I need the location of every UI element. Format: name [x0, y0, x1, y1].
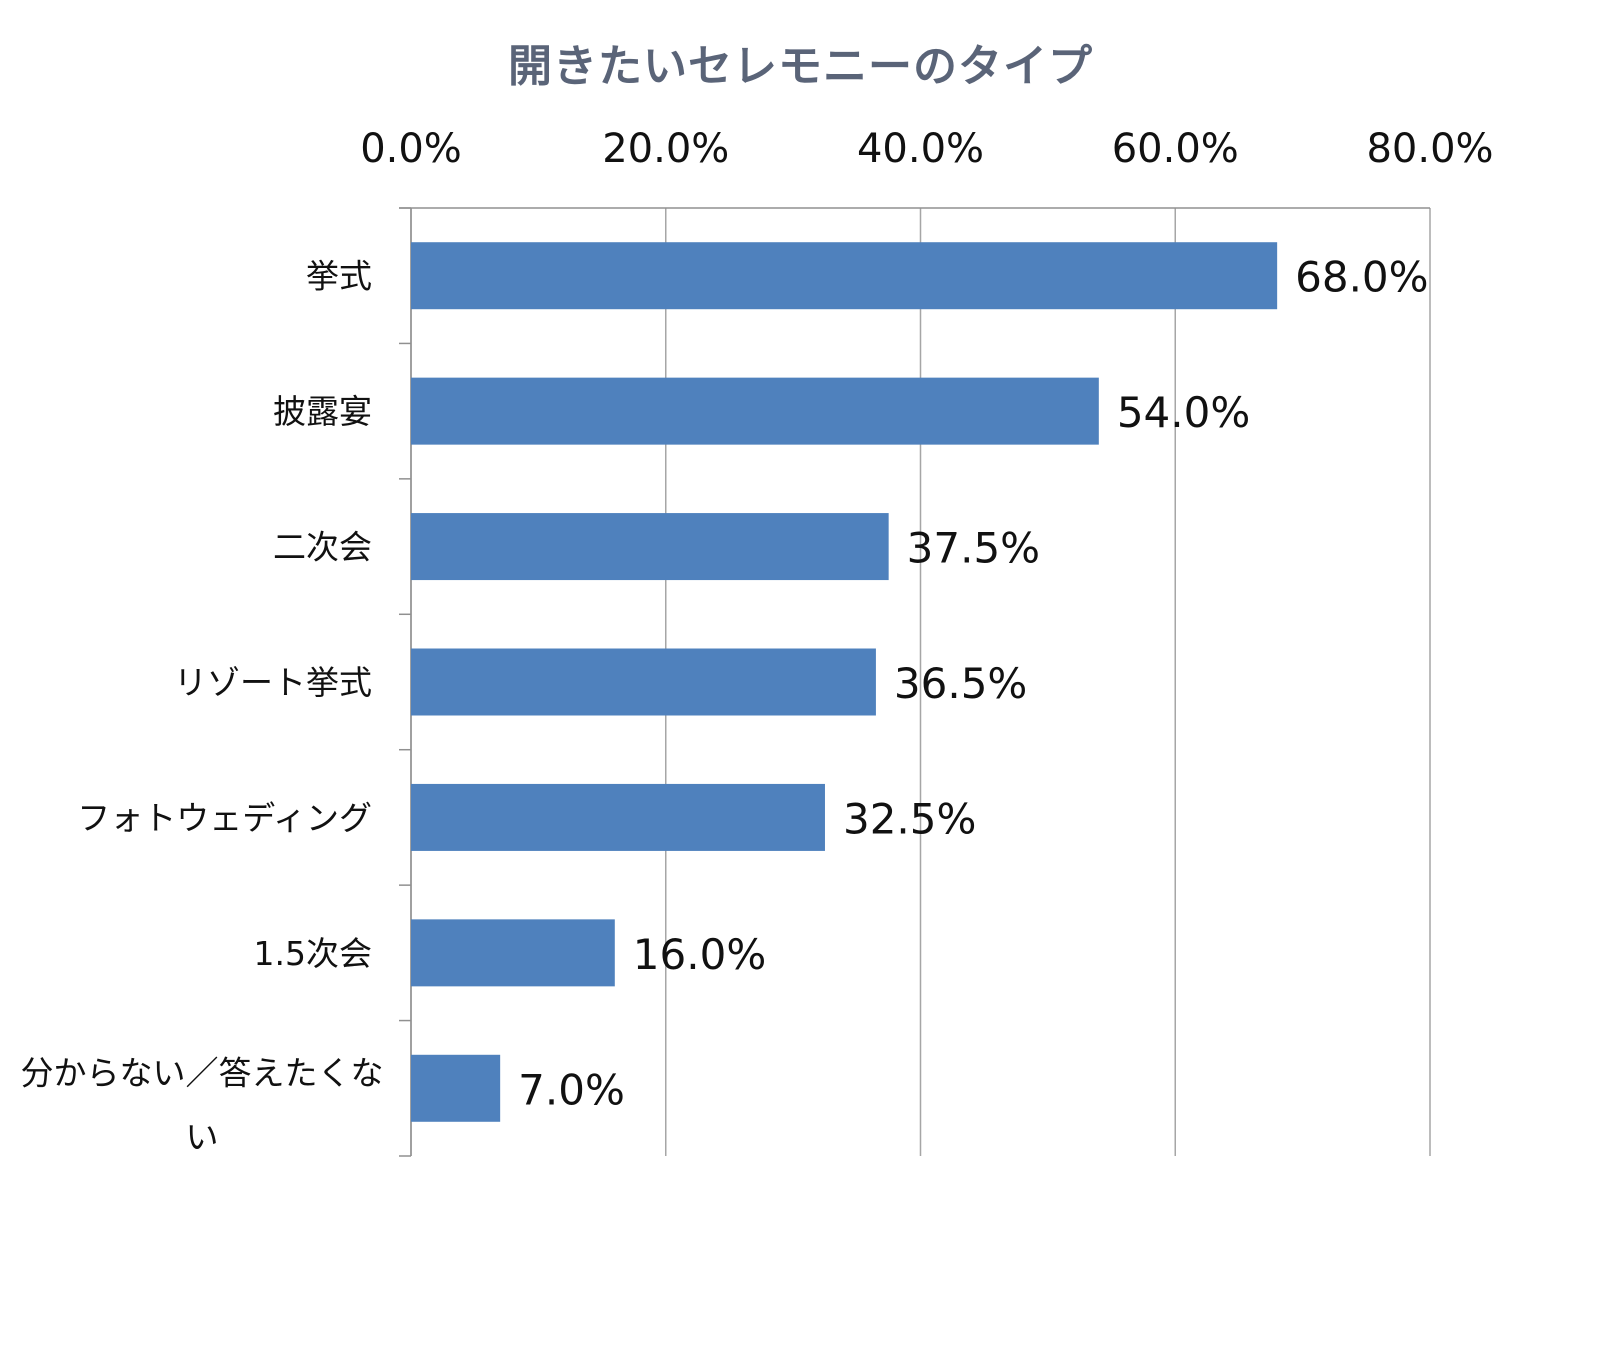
- data-label-1: 54.0%: [1117, 388, 1250, 437]
- x-tick-label-2: 40.0%: [857, 126, 984, 172]
- bar-3: [411, 648, 876, 716]
- data-label-3: 36.5%: [894, 659, 1027, 708]
- category-label-6: 分からない／答えたくない: [21, 1053, 384, 1156]
- x-tick-label-3: 60.0%: [1112, 126, 1239, 172]
- category-label-0: 挙式: [306, 257, 372, 296]
- category-label-3: リゾート挙式: [174, 663, 372, 702]
- x-tick-label-4: 80.0%: [1366, 126, 1493, 172]
- bar-0: [411, 242, 1278, 310]
- bar-2: [411, 513, 889, 581]
- category-label-5: 1.5次会: [254, 934, 372, 973]
- data-label-4: 32.5%: [843, 794, 976, 843]
- bar-5: [411, 919, 615, 987]
- data-label-2: 37.5%: [907, 524, 1040, 573]
- x-tick-label-1: 20.0%: [602, 126, 729, 172]
- bar-1: [411, 377, 1099, 445]
- bars: [411, 242, 1278, 1122]
- labels: 0.0% 20.0% 40.0% 60.0% 80.0% 68.0% 挙式 54.0% 披露宴 3…: [21, 126, 1494, 1156]
- category-label-4: フォトウェディング: [77, 798, 372, 837]
- bar-4: [411, 783, 825, 851]
- category-label-2: 二次会: [273, 528, 372, 567]
- data-label-0: 68.0%: [1295, 253, 1428, 302]
- x-tick-label-0: 0.0%: [360, 126, 462, 172]
- category-label-1: 披露宴: [273, 392, 372, 431]
- bar-6: [411, 1054, 501, 1122]
- data-label-6: 7.0%: [518, 1065, 625, 1114]
- data-label-5: 16.0%: [633, 930, 766, 979]
- chart-title: 開きたいセレモニーのタイプ: [508, 41, 1093, 92]
